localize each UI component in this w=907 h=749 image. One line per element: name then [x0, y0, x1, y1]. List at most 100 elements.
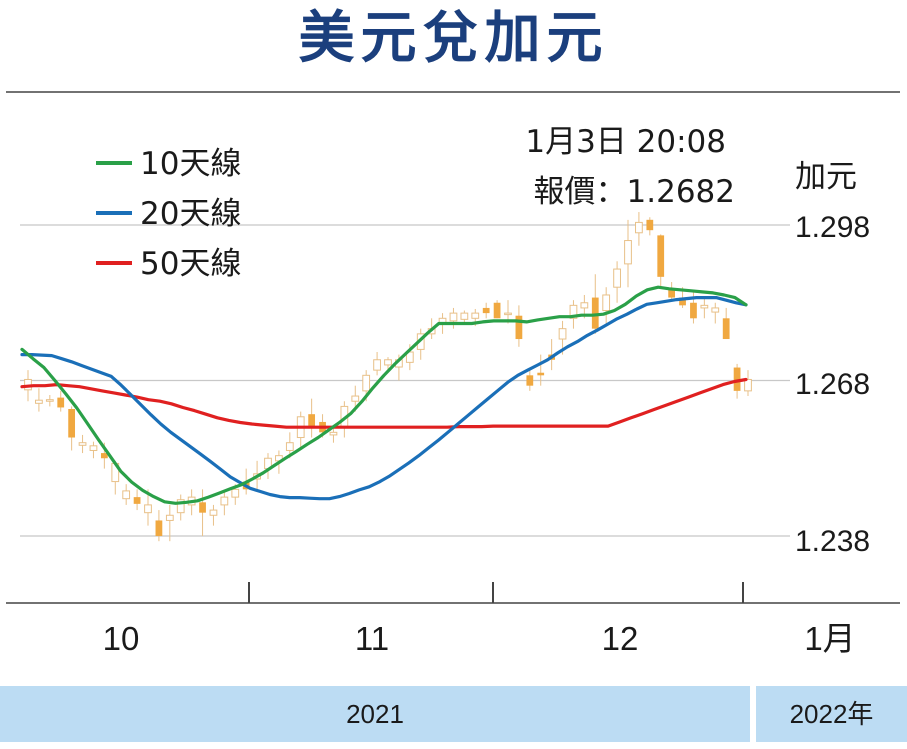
candle	[635, 212, 643, 246]
candle-body	[482, 307, 490, 314]
candle	[329, 427, 338, 443]
candle-body	[471, 312, 480, 319]
candle-body	[668, 289, 676, 298]
candle-body	[351, 395, 360, 402]
ma10-line	[20, 285, 748, 505]
moving-average-lines	[20, 285, 748, 505]
candle	[220, 491, 229, 516]
candlesticks	[24, 212, 752, 542]
candle-body	[700, 304, 709, 309]
ma20-line	[20, 296, 748, 501]
candle-body	[690, 302, 697, 319]
candle-body	[744, 378, 752, 392]
candle-body	[646, 219, 654, 231]
chart-title: 美元兌加元	[298, 6, 609, 71]
candle-body	[231, 488, 240, 498]
y-tick-label: 1.298	[795, 211, 870, 244]
candle	[569, 300, 578, 329]
candle	[373, 351, 381, 376]
candle-body	[635, 221, 643, 234]
x-tick-label: 12	[602, 620, 639, 657]
candle-body	[45, 399, 54, 402]
x-tick-label: 11	[355, 620, 389, 657]
candle-body	[624, 240, 632, 265]
candle	[460, 310, 469, 324]
candle-body	[155, 520, 163, 536]
candle-body	[537, 372, 545, 376]
candle-body	[165, 514, 174, 521]
candle	[89, 441, 98, 459]
y-tick-label: 1.238	[795, 525, 870, 558]
legend-label-ma50: 50天線	[140, 246, 241, 282]
year-label-2022: 2022年	[756, 686, 907, 742]
candle-body	[308, 414, 316, 429]
candle	[537, 354, 545, 386]
candle	[78, 434, 87, 454]
candle-body	[493, 302, 501, 319]
candle-body	[733, 367, 741, 391]
candle	[416, 328, 425, 360]
candle	[515, 305, 523, 347]
candle-body	[580, 302, 589, 309]
candle-body	[362, 374, 371, 392]
candle	[199, 489, 206, 536]
candle	[646, 217, 654, 236]
candle	[493, 300, 501, 319]
candle	[482, 302, 490, 319]
quote-time: 1月3日 20:08	[525, 124, 726, 160]
year-label-2021: 2021	[0, 686, 750, 742]
candle	[384, 357, 392, 371]
candle-body	[176, 499, 185, 514]
candle-body	[591, 297, 599, 329]
quote-annotation: 1月3日 20:08 報價：1.2682	[525, 124, 735, 210]
legend-label-ma20: 20天線	[140, 196, 241, 232]
candle	[690, 289, 697, 324]
candle	[133, 489, 141, 511]
candle-body	[220, 496, 229, 506]
candle-body	[199, 502, 206, 513]
x-tick-label: 1月	[804, 620, 855, 657]
y-axis-unit: 加元	[795, 159, 857, 195]
candle	[668, 282, 676, 301]
legend-label-ma10: 10天線	[140, 146, 241, 182]
candle-body	[144, 504, 152, 514]
candle	[657, 234, 665, 288]
candle-body	[133, 497, 141, 504]
candle	[744, 370, 752, 397]
candle-body	[89, 445, 98, 451]
candle-body	[657, 235, 665, 277]
candle-body	[558, 328, 567, 340]
candle	[165, 504, 174, 542]
candle	[722, 307, 730, 340]
candle-body	[602, 294, 611, 312]
candle-body	[285, 442, 294, 451]
candle-body	[35, 399, 43, 404]
candle-body	[78, 442, 87, 446]
candle	[700, 297, 709, 319]
candle-body	[526, 375, 534, 386]
candle	[264, 453, 272, 479]
candle-body	[329, 431, 338, 436]
candle-body	[449, 312, 458, 322]
candle	[526, 370, 534, 391]
candle-body	[57, 397, 65, 408]
candle	[209, 504, 218, 526]
candle-body	[122, 490, 131, 500]
candle	[68, 406, 76, 451]
candle	[144, 489, 152, 526]
candle-body	[68, 409, 76, 438]
candle	[155, 510, 163, 542]
candle-body	[613, 268, 621, 288]
candle	[45, 395, 54, 407]
candle-body	[504, 312, 512, 316]
x-tick-label: 10	[103, 620, 140, 657]
candle	[613, 261, 621, 303]
candle	[296, 411, 305, 448]
candle	[308, 398, 316, 438]
candle-body	[569, 304, 578, 319]
year-bar: 2021 2022年	[0, 686, 907, 742]
candle	[176, 494, 185, 521]
candle	[602, 287, 611, 324]
candle	[35, 388, 43, 412]
